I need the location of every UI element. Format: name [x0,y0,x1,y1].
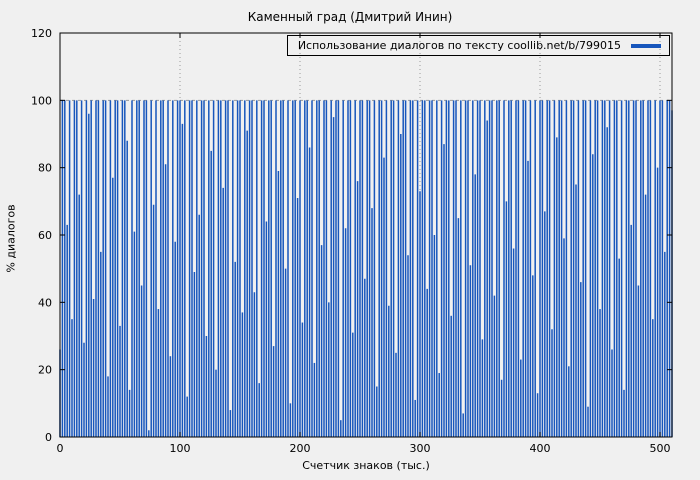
x-tick-label: 300 [410,442,431,455]
y-tick-label: 20 [38,364,52,377]
y-tick-label: 40 [38,296,52,309]
x-tick-label: 200 [290,442,311,455]
y-tick-label: 100 [31,94,52,107]
y-tick-label: 80 [38,162,52,175]
y-axis-label: % диалогов [4,204,18,273]
y-tick-label: 120 [31,27,52,40]
x-tick-label: 400 [530,442,551,455]
x-tick-label: 100 [170,442,191,455]
legend-label: Использование диалогов по тексту coollib… [297,39,621,52]
x-tick-label: 500 [650,442,671,455]
legend-swatch [631,43,661,48]
x-axis-label: Счетчик знаков (тыс.) [302,459,430,472]
x-tick-label: 0 [57,442,64,455]
y-tick-label: 0 [45,431,52,444]
legend: Использование диалогов по тексту coollib… [286,35,670,56]
chart-title: Каменный град (Дмитрий Инин) [247,10,453,24]
y-tick-label: 60 [38,229,52,242]
